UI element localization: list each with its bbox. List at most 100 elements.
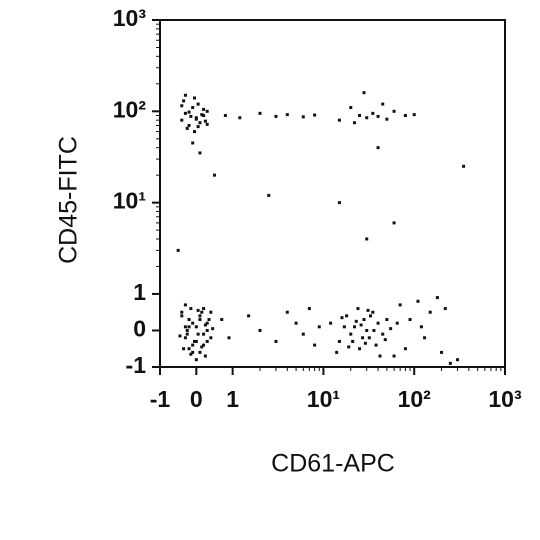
point	[193, 339, 196, 343]
point	[392, 109, 396, 113]
point	[180, 314, 184, 318]
point	[376, 114, 380, 118]
point	[443, 307, 447, 311]
point	[194, 117, 198, 121]
point	[202, 113, 206, 117]
point	[371, 111, 375, 115]
point	[385, 318, 389, 322]
point	[198, 350, 202, 354]
point	[313, 343, 317, 347]
point	[274, 339, 278, 343]
y-axis-title: CD45-FITC	[55, 136, 83, 264]
point	[185, 332, 189, 336]
point	[187, 325, 191, 329]
point	[191, 321, 195, 325]
point	[313, 113, 317, 117]
point	[342, 325, 346, 329]
point	[183, 325, 187, 329]
point	[376, 146, 380, 150]
point	[183, 303, 187, 307]
point	[366, 308, 370, 312]
point	[274, 114, 278, 118]
point	[412, 113, 416, 117]
point	[220, 318, 224, 322]
point	[381, 102, 385, 106]
point	[317, 325, 321, 329]
point	[211, 327, 215, 331]
point	[267, 193, 271, 197]
point	[403, 113, 407, 117]
point	[329, 321, 333, 325]
point	[198, 151, 202, 155]
x-tick-label: 10²	[398, 386, 432, 412]
point	[389, 327, 393, 331]
point	[258, 328, 262, 332]
point	[196, 102, 200, 106]
point	[205, 321, 209, 325]
point	[408, 318, 412, 322]
x-tick-label: 1	[226, 386, 239, 412]
point	[191, 350, 195, 354]
point	[349, 332, 353, 336]
point	[462, 164, 466, 168]
x-axis-title: CD61-APC	[271, 450, 395, 478]
point	[258, 111, 262, 115]
point	[428, 310, 432, 314]
point	[238, 116, 242, 120]
point	[301, 332, 305, 336]
point	[365, 116, 369, 120]
point	[378, 354, 382, 358]
point	[183, 93, 187, 97]
point	[368, 314, 372, 318]
point	[180, 310, 184, 314]
point	[419, 325, 423, 329]
point	[247, 314, 251, 318]
point	[337, 339, 341, 343]
y-tick-label: 10¹	[113, 188, 146, 214]
point	[307, 307, 311, 311]
point	[398, 303, 402, 307]
point	[203, 354, 207, 358]
point	[189, 114, 193, 118]
point	[227, 336, 231, 340]
point	[196, 308, 200, 312]
point	[362, 91, 366, 95]
point	[207, 318, 211, 322]
point	[385, 117, 389, 121]
point	[337, 118, 341, 122]
point	[345, 314, 349, 318]
point	[182, 99, 186, 103]
point	[361, 336, 365, 340]
point	[363, 341, 367, 345]
plot-frame	[159, 19, 506, 368]
point	[301, 115, 305, 119]
x-tick-label: -1	[150, 386, 171, 412]
point	[191, 343, 195, 347]
point	[194, 339, 198, 343]
point	[353, 325, 357, 329]
y-tick-label: -1	[126, 352, 147, 378]
point	[205, 109, 209, 113]
point	[383, 338, 387, 342]
point	[435, 296, 439, 300]
point	[200, 113, 204, 117]
point	[347, 345, 351, 349]
point	[185, 328, 189, 332]
point	[205, 122, 209, 126]
point	[365, 237, 369, 241]
point	[381, 332, 385, 336]
point	[202, 343, 206, 347]
point	[372, 328, 376, 332]
point	[176, 248, 180, 252]
point	[358, 113, 362, 117]
point	[395, 321, 399, 325]
point	[194, 325, 198, 329]
point	[200, 310, 204, 314]
point	[191, 141, 195, 145]
point	[202, 107, 206, 111]
y-tick-label: 10²	[113, 96, 147, 122]
y-tick-label: 10³	[113, 5, 147, 31]
point	[189, 307, 193, 311]
point	[196, 332, 200, 336]
